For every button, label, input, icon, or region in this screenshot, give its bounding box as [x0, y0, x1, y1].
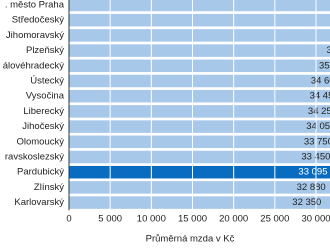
- x-tick-label: 25 000: [260, 214, 289, 225]
- value-label: 34 050: [306, 121, 330, 132]
- bar: [69, 120, 330, 133]
- category-label: Jihomoravský: [6, 30, 64, 41]
- value-label: 35 600: [319, 60, 330, 71]
- bar: [69, 44, 330, 57]
- bar: [69, 74, 330, 88]
- category-label: Ústecký: [30, 76, 64, 87]
- bar: [69, 150, 330, 164]
- x-tick-label: 30 000: [301, 214, 330, 225]
- x-tick-label: 0: [66, 214, 71, 225]
- category-label: Liberecký: [23, 106, 64, 117]
- category-label: álovéhradecký: [3, 60, 65, 71]
- x-tick-label: 10 000: [137, 214, 166, 225]
- category-label: Plzeňský: [26, 45, 64, 56]
- x-axis-label: Průměrná mzda v Kč: [146, 234, 235, 245]
- category-label: ravskoslezský: [5, 152, 64, 163]
- value-label: 34 450: [310, 91, 330, 102]
- category-label: Vysočina: [26, 91, 65, 102]
- value-label: 33 750: [304, 136, 330, 147]
- category-label: Olomoucký: [16, 136, 64, 147]
- bar: [69, 89, 330, 103]
- category-label: . město Praha: [5, 0, 65, 11]
- category-label: Pardubický: [17, 167, 64, 178]
- bar: [69, 0, 330, 12]
- value-label: 33 095: [298, 167, 327, 178]
- bar: [69, 196, 330, 209]
- value-label: 36 500: [326, 45, 330, 56]
- value-label: 34 600: [311, 76, 330, 87]
- category-label: Karlovarský: [14, 197, 64, 208]
- value-label: 32 880: [297, 182, 326, 193]
- category-label: Jihočeský: [22, 121, 64, 132]
- bar: [69, 59, 330, 73]
- bar: [69, 29, 330, 42]
- bar: [69, 13, 330, 27]
- bar: [69, 135, 330, 149]
- x-tick-label: 5 000: [98, 214, 122, 225]
- bar: [69, 181, 330, 194]
- x-tick-label: 20 000: [219, 214, 248, 225]
- bar: [69, 165, 330, 179]
- category-label: Středočeský: [12, 15, 65, 26]
- category-label: Zlínský: [34, 182, 64, 193]
- value-label: 34 250: [308, 106, 330, 117]
- bar: [69, 105, 330, 118]
- x-tick-label: 15 000: [178, 214, 207, 225]
- value-label: 32 350: [292, 197, 321, 208]
